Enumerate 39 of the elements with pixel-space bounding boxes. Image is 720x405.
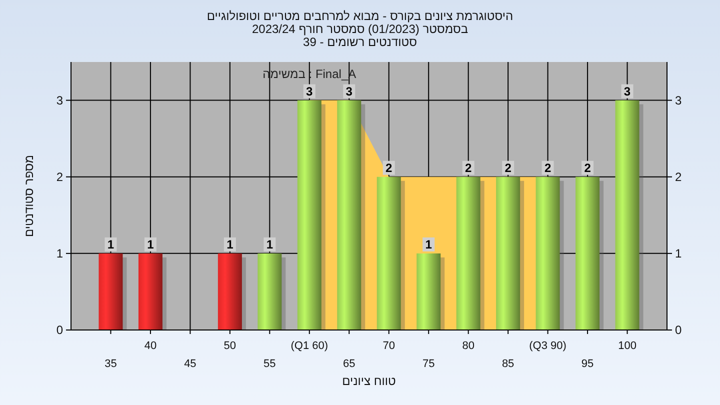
x-axis-title: טווח ציונים (342, 374, 396, 388)
data-label: 3 (306, 84, 314, 98)
data-label: 3 (624, 84, 631, 98)
x-tick-label: 85 (502, 358, 514, 370)
x-tick-label: (Q3 90) (529, 340, 566, 352)
x-tick-label: 70 (382, 340, 395, 352)
y2-tick-label: 2 (675, 170, 682, 184)
chart-title: היסטוגרמת ציונים בקורס - מבוא למרחבים מטריים וטופולוגיים (206, 9, 514, 23)
data-label: 2 (544, 160, 552, 175)
x-tick-label: (Q1 60) (290, 340, 328, 352)
data-label: 1 (425, 237, 432, 252)
y-axis-title: מספר סטודנטים (22, 154, 36, 238)
x-tick-label: 45 (184, 358, 196, 370)
x-tick-label: 50 (224, 340, 236, 352)
data-label: 3 (346, 84, 353, 98)
data-label: 1 (226, 237, 234, 252)
x-tick-label: 95 (581, 358, 594, 370)
data-label: 2 (504, 160, 512, 175)
x-tick-label: 35 (104, 358, 117, 370)
x-tick-label: 75 (422, 358, 435, 370)
y2-tick-label: 1 (675, 246, 682, 260)
chart-subtitle: בסמסטר (01/2023) סמסטר חורף 2023/24 סטודנטים רשומים - 39 (252, 22, 468, 49)
y-tick-label: 3 (56, 93, 64, 108)
y-tick-label: 1 (56, 246, 64, 260)
x-tick-label: 80 (462, 340, 474, 352)
y2-tick-label: 0 (675, 323, 682, 337)
y-tick-label: 2 (56, 170, 64, 184)
x-tick-label: 40 (144, 340, 157, 352)
x-tick-label: 100 (618, 340, 636, 352)
y-tick-label: 0 (56, 323, 64, 337)
x-tick-label: 55 (264, 358, 276, 370)
data-label: 2 (584, 160, 592, 175)
x-tick-label: 65 (343, 358, 356, 370)
data-label: 1 (266, 237, 274, 252)
data-label: 2 (464, 160, 472, 175)
data-label: 2 (386, 160, 393, 175)
y2-tick-label: 3 (675, 93, 682, 108)
data-label: 1 (107, 237, 114, 252)
data-label: 1 (147, 237, 154, 252)
